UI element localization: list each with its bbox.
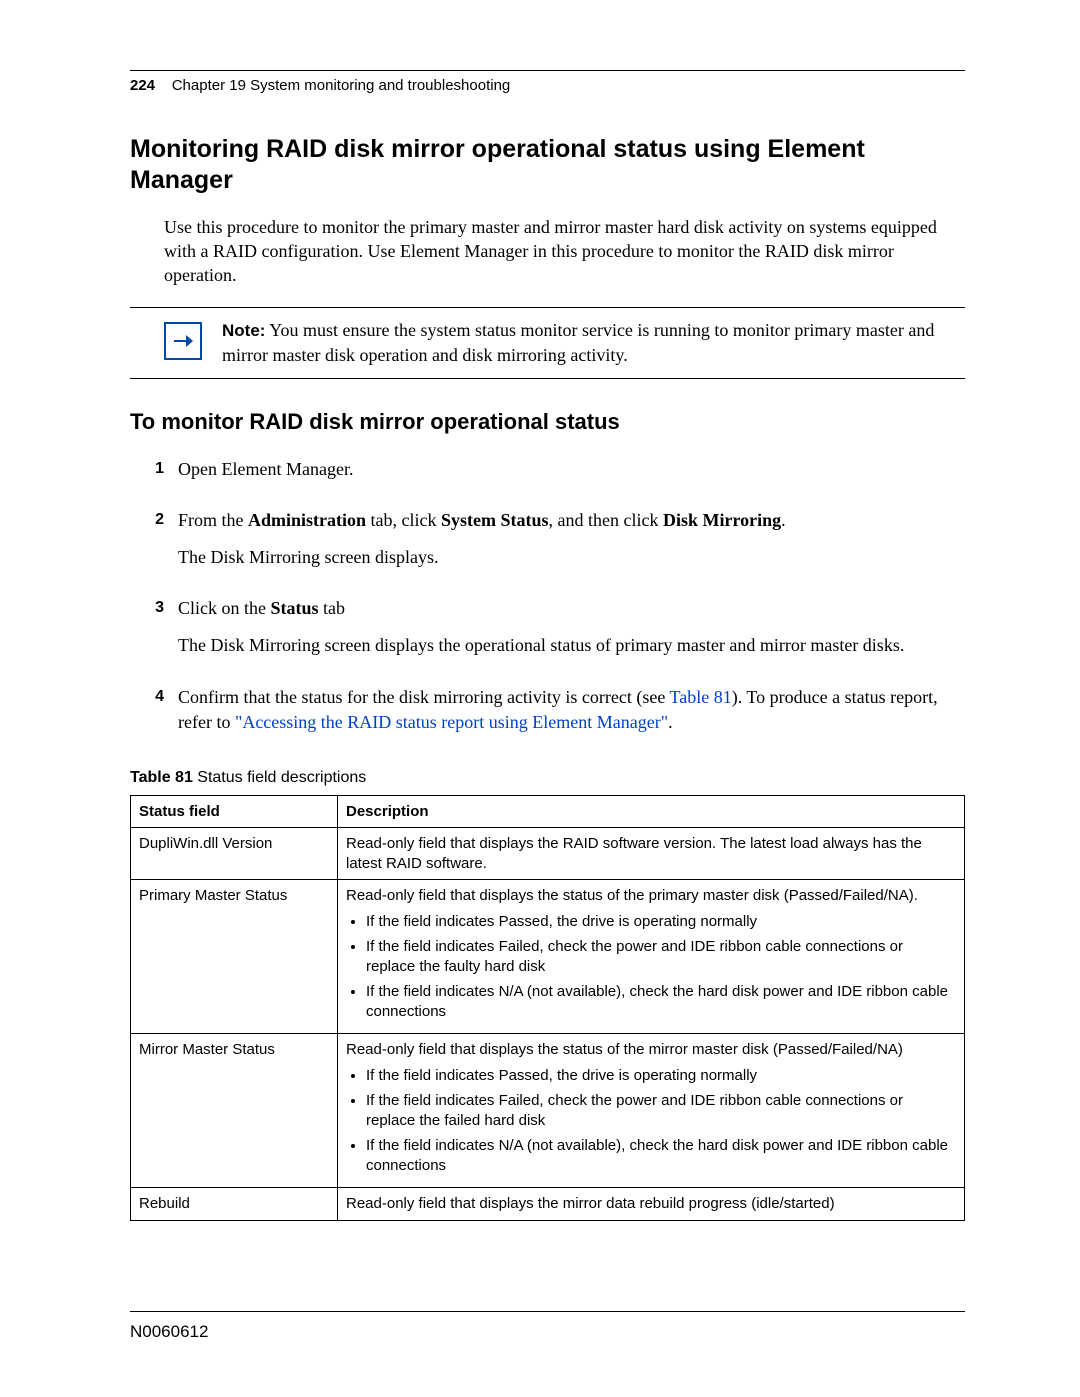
step-body: Click on the Status tab The Disk Mirrorin…	[178, 596, 965, 670]
step-line: From the Administration tab, click Syste…	[178, 508, 965, 533]
cell-bullet: If the field indicates Passed, the drive…	[366, 912, 956, 932]
step-body: Open Element Manager.	[178, 457, 965, 494]
cell-bullet: If the field indicates Passed, the drive…	[366, 1066, 956, 1086]
step-line: The Disk Mirroring screen displays the o…	[178, 633, 965, 658]
cross-reference-link[interactable]: Table 81	[670, 687, 732, 707]
chapter-text: Chapter 19 System monitoring and trouble…	[172, 77, 511, 94]
running-header: 224 Chapter 19 System monitoring and tro…	[130, 77, 965, 94]
step-number: 1	[130, 457, 178, 494]
step: 2From the Administration tab, click Syst…	[130, 508, 965, 582]
table-row: Rebuild Read-only field that displays the…	[131, 1188, 965, 1221]
cell-bullet: If the field indicates Failed, check the…	[366, 937, 956, 976]
step-line: The Disk Mirroring screen displays.	[178, 545, 965, 570]
cell-intro: Read-only field that displays the status…	[346, 886, 956, 906]
step: 4Confirm that the status for the disk mi…	[130, 685, 965, 747]
cell-bullet: If the field indicates Failed, check the…	[366, 1091, 956, 1130]
table-caption-text: Status field descriptions	[193, 769, 366, 786]
step-line: Open Element Manager.	[178, 457, 965, 482]
text-run: Administration	[248, 510, 366, 530]
footer-rule	[130, 1311, 965, 1312]
footer-text: N0060612	[130, 1322, 208, 1342]
cell-bullet: If the field indicates N/A (not availabl…	[366, 1136, 956, 1175]
text-run: .	[668, 712, 673, 732]
section-title: Monitoring RAID disk mirror operational …	[130, 134, 965, 197]
arrow-right-icon	[164, 322, 202, 360]
note-label: Note:	[222, 321, 265, 340]
step-line: Click on the Status tab	[178, 596, 965, 621]
cell-bullet-list: If the field indicates Passed, the drive…	[346, 912, 956, 1022]
cell-status-field: Mirror Master Status	[131, 1034, 338, 1188]
text-run: System Status	[441, 510, 549, 530]
subsection-title: To monitor RAID disk mirror operational …	[130, 409, 965, 435]
text-run: The Disk Mirroring screen displays.	[178, 547, 438, 567]
cell-description: Read-only field that displays the RAID s…	[338, 828, 965, 880]
cell-intro: Read-only field that displays the mirror…	[346, 1194, 956, 1214]
cell-description: Read-only field that displays the status…	[338, 880, 965, 1034]
note-text: Note: You must ensure the system status …	[222, 318, 965, 367]
text-run: Confirm that the status for the disk mir…	[178, 687, 670, 707]
cell-description: Read-only field that displays the mirror…	[338, 1188, 965, 1221]
text-run: Click on the	[178, 598, 271, 618]
text-run: Disk Mirroring	[663, 510, 781, 530]
text-run: , and then click	[549, 510, 663, 530]
cell-description: Read-only field that displays the status…	[338, 1034, 965, 1188]
cell-intro: Read-only field that displays the status…	[346, 1040, 956, 1060]
text-run: .	[781, 510, 786, 530]
chapter-label	[159, 77, 172, 94]
page-number: 224	[130, 77, 155, 94]
steps-list: 1Open Element Manager. 2From the Administ…	[130, 457, 965, 747]
text-run: tab, click	[366, 510, 441, 530]
text-run: From the	[178, 510, 248, 530]
step-number: 2	[130, 508, 178, 582]
step: 3Click on the Status tab The Disk Mirrori…	[130, 596, 965, 670]
text-run: Status	[271, 598, 319, 618]
header-rule	[130, 70, 965, 71]
th-status-field: Status field	[131, 795, 338, 828]
cell-status-field: Rebuild	[131, 1188, 338, 1221]
table-caption-label: Table 81	[130, 769, 193, 786]
status-table: Status field Description DupliWin.dll Ve…	[130, 795, 965, 1221]
note-block: Note: You must ensure the system status …	[130, 307, 965, 378]
cell-status-field: Primary Master Status	[131, 880, 338, 1034]
table-row: Primary Master Status Read-only field tha…	[131, 880, 965, 1034]
th-description: Description	[338, 795, 965, 828]
table-row: Mirror Master Status Read-only field that…	[131, 1034, 965, 1188]
cell-intro: Read-only field that displays the RAID s…	[346, 834, 956, 873]
step: 1Open Element Manager.	[130, 457, 965, 494]
intro-paragraph: Use this procedure to monitor the primar…	[130, 215, 965, 288]
cross-reference-link[interactable]: "Accessing the RAID status report using …	[235, 712, 668, 732]
table-caption: Table 81 Status field descriptions	[130, 769, 965, 787]
cell-bullet-list: If the field indicates Passed, the drive…	[346, 1066, 956, 1176]
text-run: tab	[319, 598, 346, 618]
step-body: From the Administration tab, click Syste…	[178, 508, 965, 582]
text-run: The Disk Mirroring screen displays the o…	[178, 635, 904, 655]
note-body: You must ensure the system status monito…	[222, 320, 934, 365]
step-body: Confirm that the status for the disk mir…	[178, 685, 965, 747]
table-row: DupliWin.dll VersionRead-only field that…	[131, 828, 965, 880]
text-run: Open Element Manager.	[178, 459, 353, 479]
cell-status-field: DupliWin.dll Version	[131, 828, 338, 880]
step-line: Confirm that the status for the disk mir…	[178, 685, 965, 735]
cell-bullet: If the field indicates N/A (not availabl…	[366, 982, 956, 1021]
step-number: 3	[130, 596, 178, 670]
step-number: 4	[130, 685, 178, 747]
